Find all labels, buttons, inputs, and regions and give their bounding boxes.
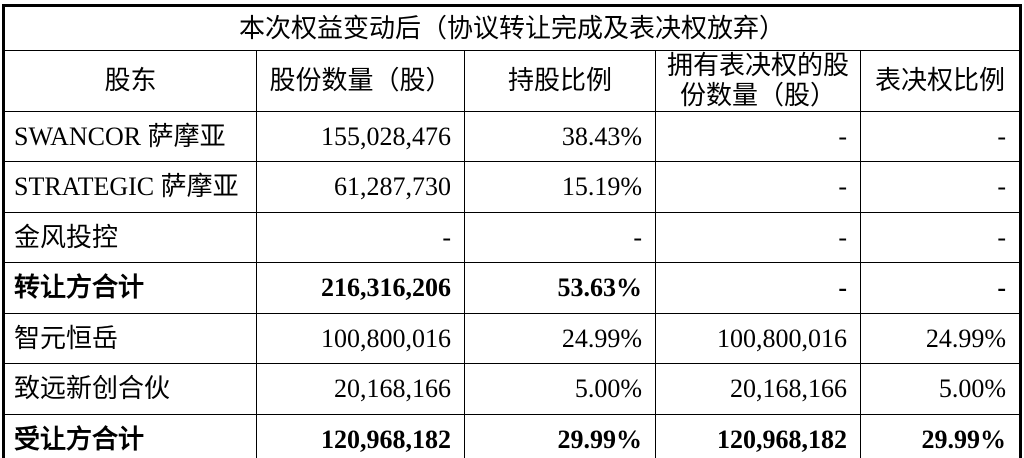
shareholder-name: 金风投控: [3, 211, 257, 264]
voting-shares-value: -: [655, 161, 861, 213]
voting-ratio-value: -: [859, 110, 1022, 163]
voting-shares-value: 20,168,166: [655, 363, 861, 415]
share-ratio-value: 29.99%: [464, 413, 656, 458]
table-row: 金风投控 - - - -: [3, 211, 1022, 264]
share-ratio-value: 24.99%: [464, 312, 656, 365]
table-header-row: 股东 股份数量（股） 持股比例 拥有表决权的股 份数量（股） 表决权比例: [3, 50, 1022, 112]
voting-ratio-value: 24.99%: [859, 312, 1022, 365]
shares-value: 61,287,730: [256, 161, 465, 213]
column-header-shares: 股份数量（股）: [256, 50, 465, 112]
shareholder-name: 致远新创合伙: [3, 363, 257, 415]
voting-shares-value: 120,968,182: [655, 413, 861, 458]
shares-value: 155,028,476: [256, 110, 465, 163]
column-header-shareholder: 股东: [3, 50, 257, 112]
voting-shares-value: -: [655, 211, 861, 264]
shareholder-name: 智元恒岳: [3, 312, 257, 365]
table-row-transferor-total: 转让方合计 216,316,206 53.63% - -: [3, 262, 1022, 314]
voting-ratio-value: -: [859, 161, 1022, 213]
voting-ratio-value: -: [859, 262, 1022, 314]
share-ratio-value: 38.43%: [464, 110, 656, 163]
column-header-voting-ratio: 表决权比例: [859, 50, 1022, 112]
shareholder-name: STRATEGIC 萨摩亚: [3, 161, 257, 213]
voting-ratio-value: 5.00%: [859, 363, 1022, 415]
table-title: 本次权益变动后（协议转让完成及表决权放弃）: [2, 5, 1022, 51]
voting-shares-value: -: [655, 262, 861, 314]
table-row: STRATEGIC 萨摩亚 61,287,730 15.19% - -: [3, 161, 1022, 213]
equity-change-table: 本次权益变动后（协议转让完成及表决权放弃） 股东 股份数量（股） 持股比例 拥有…: [2, 4, 1023, 458]
shareholder-name: 受让方合计: [3, 413, 257, 458]
share-ratio-value: -: [464, 211, 656, 264]
voting-shares-value: 100,800,016: [655, 312, 861, 365]
column-header-voting-shares: 拥有表决权的股 份数量（股）: [655, 50, 861, 112]
voting-ratio-value: 29.99%: [859, 413, 1022, 458]
shareholder-name: 转让方合计: [3, 262, 257, 314]
column-header-share-ratio: 持股比例: [464, 50, 656, 112]
shares-value: 100,800,016: [256, 312, 465, 365]
shares-value: 20,168,166: [256, 363, 465, 415]
shares-value: 216,316,206: [256, 262, 465, 314]
share-ratio-value: 15.19%: [464, 161, 656, 213]
table-row: 致远新创合伙 20,168,166 5.00% 20,168,166 5.00%: [3, 363, 1022, 415]
table-row: 智元恒岳 100,800,016 24.99% 100,800,016 24.9…: [3, 312, 1022, 365]
voting-shares-value: -: [655, 110, 861, 163]
share-ratio-value: 5.00%: [464, 363, 656, 415]
share-ratio-value: 53.63%: [464, 262, 656, 314]
table-row-transferee-total: 受让方合计 120,968,182 29.99% 120,968,182 29.…: [3, 413, 1022, 458]
table-row: SWANCOR 萨摩亚 155,028,476 38.43% - -: [3, 110, 1022, 163]
shareholder-name: SWANCOR 萨摩亚: [3, 110, 257, 163]
table-title-row: 本次权益变动后（协议转让完成及表决权放弃）: [2, 5, 1022, 51]
shares-value: 120,968,182: [256, 413, 465, 458]
shares-value: -: [256, 211, 465, 264]
voting-ratio-value: -: [859, 211, 1022, 264]
